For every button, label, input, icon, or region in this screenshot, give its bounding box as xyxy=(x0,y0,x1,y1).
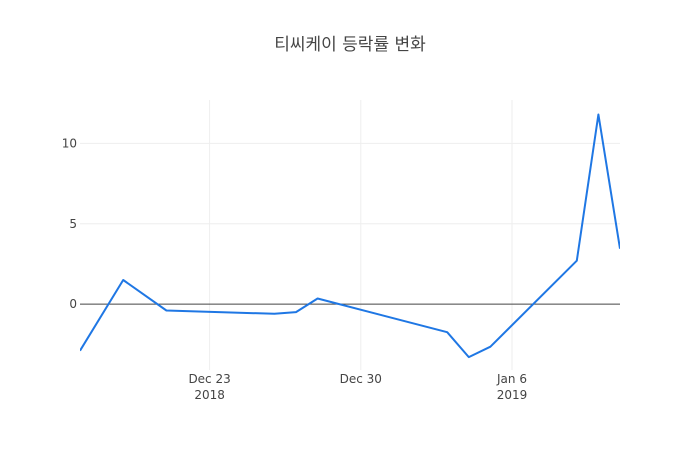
y-tick-label: 10 xyxy=(62,136,77,150)
chart-title: 티씨케이 등락률 변화 xyxy=(274,35,426,55)
x-tick-label: Dec 30 xyxy=(340,372,382,386)
x-tick-year-label: 2019 xyxy=(497,388,528,402)
series-line xyxy=(80,113,620,359)
y-tick-label: 5 xyxy=(69,217,77,231)
x-tick-label: Dec 23 xyxy=(188,372,230,386)
x-tick-year-label: 2018 xyxy=(194,388,225,402)
y-tick-label: 0 xyxy=(69,297,77,311)
x-tick-label: Jan 6 xyxy=(496,372,527,386)
